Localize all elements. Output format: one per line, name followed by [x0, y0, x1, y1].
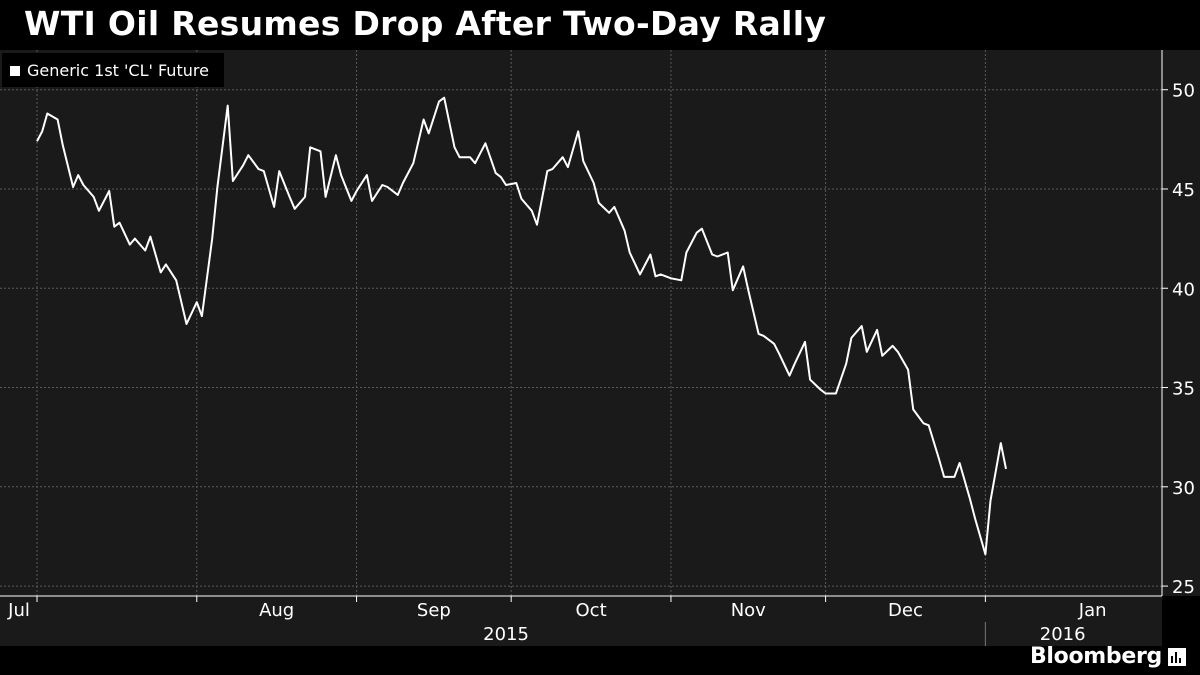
x-tick-label: Oct [576, 600, 607, 621]
series-layer [36, 96, 1007, 556]
x-tick-label: Nov [731, 600, 766, 621]
series-line [36, 96, 1007, 556]
x-tick-label: Jan [1078, 600, 1107, 621]
y-tick-label: 30 [1172, 478, 1195, 499]
y-tick-label: 50 [1172, 81, 1195, 102]
x-tick-label: Aug [259, 600, 294, 621]
legend-swatch [10, 66, 20, 76]
plot-area [0, 50, 1162, 596]
chart-title: WTI Oil Resumes Drop After Two-Day Rally [24, 4, 827, 43]
legend-box [2, 53, 224, 87]
legend-label: Generic 1st 'CL' Future [27, 61, 209, 80]
y-tick-label: 40 [1172, 279, 1195, 300]
x-axis-band [0, 596, 1162, 646]
y-tick-label: 25 [1172, 577, 1195, 598]
y-tick-label: 35 [1172, 379, 1195, 400]
bar-chart-icon [1168, 647, 1186, 666]
brand-logo: Bloomberg [1030, 644, 1186, 669]
year-label: 2015 [483, 624, 529, 645]
axes: 25 30 35 40 45 50 Jul Aug Sep Oct Nov Dec Jan 2015 201… [0, 50, 1195, 646]
legend: Generic 1st 'CL' Future [2, 53, 224, 87]
y-tick-label: 45 [1172, 180, 1195, 201]
grid-lines [0, 50, 1162, 596]
x-tick-label: Dec [888, 600, 923, 621]
year-label: 2016 [1040, 624, 1086, 645]
x-tick-label: Sep [417, 600, 451, 621]
brand-name: Bloomberg [1029, 644, 1162, 669]
y-axis-band [1162, 50, 1200, 596]
x-tick-label: Jul [7, 600, 30, 621]
